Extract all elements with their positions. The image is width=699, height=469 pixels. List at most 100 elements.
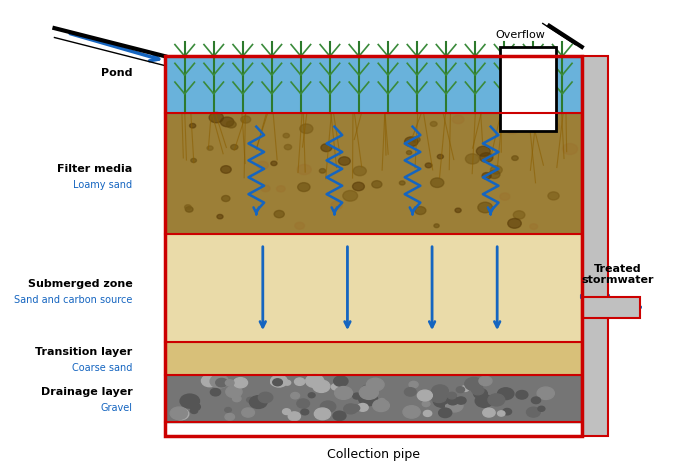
Circle shape <box>563 144 577 154</box>
Circle shape <box>344 404 357 414</box>
Circle shape <box>500 193 510 200</box>
Text: Pond: Pond <box>101 68 133 78</box>
Circle shape <box>498 411 505 416</box>
Circle shape <box>271 161 277 166</box>
Circle shape <box>461 386 469 392</box>
Text: Overflow: Overflow <box>495 30 545 40</box>
Circle shape <box>526 407 540 417</box>
Circle shape <box>549 123 560 130</box>
Circle shape <box>221 166 231 173</box>
Bar <box>165 56 582 113</box>
Circle shape <box>333 411 346 421</box>
Circle shape <box>313 380 330 393</box>
Circle shape <box>372 181 382 188</box>
Circle shape <box>357 403 368 411</box>
Circle shape <box>438 154 443 159</box>
Circle shape <box>273 379 282 386</box>
Circle shape <box>288 412 301 421</box>
Circle shape <box>261 185 270 192</box>
Circle shape <box>331 384 340 390</box>
Circle shape <box>282 409 291 415</box>
Circle shape <box>366 378 384 391</box>
Circle shape <box>447 393 456 399</box>
Circle shape <box>297 399 310 408</box>
Circle shape <box>247 397 254 402</box>
Text: Sand and carbon source: Sand and carbon source <box>14 295 133 305</box>
Circle shape <box>343 190 358 201</box>
Circle shape <box>274 211 284 218</box>
Circle shape <box>452 115 464 124</box>
Circle shape <box>225 414 234 420</box>
Circle shape <box>359 386 378 400</box>
Circle shape <box>180 394 199 408</box>
Circle shape <box>226 386 242 398</box>
Circle shape <box>308 393 315 398</box>
Circle shape <box>315 408 331 420</box>
Circle shape <box>283 133 289 138</box>
Text: Treated
stormwater: Treated stormwater <box>582 264 654 285</box>
Circle shape <box>431 121 437 126</box>
Circle shape <box>425 163 432 168</box>
Bar <box>165 375 582 422</box>
Circle shape <box>478 202 493 213</box>
Bar <box>500 47 556 131</box>
Circle shape <box>465 378 483 391</box>
Circle shape <box>210 388 221 396</box>
Text: Submerged zone: Submerged zone <box>28 279 133 289</box>
Text: Coarse sand: Coarse sand <box>72 363 133 373</box>
Circle shape <box>331 201 343 209</box>
Circle shape <box>431 178 444 188</box>
Circle shape <box>475 394 493 407</box>
Text: Transition layer: Transition layer <box>36 347 133 357</box>
Circle shape <box>319 168 326 173</box>
Circle shape <box>352 182 364 191</box>
Circle shape <box>405 137 418 147</box>
Circle shape <box>242 408 254 417</box>
Circle shape <box>298 182 310 191</box>
Circle shape <box>301 409 309 415</box>
Circle shape <box>291 393 300 399</box>
Circle shape <box>338 157 350 165</box>
Circle shape <box>479 376 492 386</box>
Circle shape <box>455 208 461 212</box>
Circle shape <box>505 123 520 134</box>
Bar <box>165 234 582 342</box>
Circle shape <box>170 407 187 420</box>
Circle shape <box>226 121 236 128</box>
Circle shape <box>405 388 416 396</box>
Circle shape <box>185 207 193 212</box>
Text: Drainage layer: Drainage layer <box>41 386 133 397</box>
Circle shape <box>516 391 528 399</box>
Bar <box>165 113 582 234</box>
Circle shape <box>433 395 451 407</box>
Bar <box>582 297 640 318</box>
Circle shape <box>191 159 196 162</box>
Circle shape <box>225 408 231 412</box>
Circle shape <box>531 397 540 404</box>
Circle shape <box>359 392 377 406</box>
Text: Loamy sand: Loamy sand <box>73 180 133 190</box>
Circle shape <box>538 406 545 411</box>
Circle shape <box>406 151 412 154</box>
Circle shape <box>294 378 305 386</box>
Circle shape <box>399 181 405 185</box>
Circle shape <box>537 387 554 400</box>
Circle shape <box>507 219 521 228</box>
Circle shape <box>277 186 285 192</box>
Circle shape <box>201 375 218 387</box>
Text: Filter media: Filter media <box>57 164 133 174</box>
Circle shape <box>297 165 311 174</box>
Circle shape <box>432 385 448 397</box>
Circle shape <box>488 394 505 406</box>
Circle shape <box>491 166 503 174</box>
Bar <box>165 342 582 375</box>
Circle shape <box>513 211 525 219</box>
Circle shape <box>466 154 480 164</box>
Circle shape <box>209 113 224 123</box>
Circle shape <box>271 375 287 387</box>
Circle shape <box>350 405 360 412</box>
Circle shape <box>476 146 490 156</box>
Circle shape <box>305 374 324 387</box>
Bar <box>582 56 608 436</box>
Circle shape <box>403 406 420 418</box>
